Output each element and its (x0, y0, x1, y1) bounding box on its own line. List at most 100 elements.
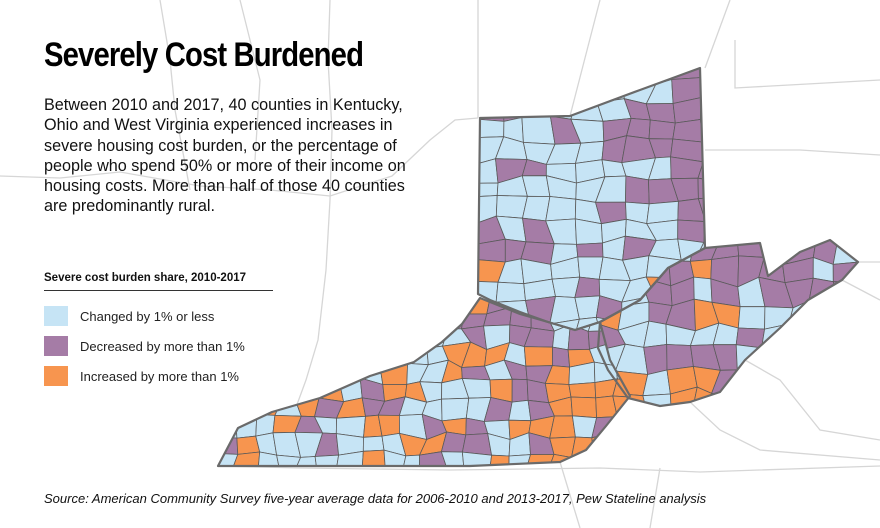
county (498, 75, 529, 105)
county (317, 341, 343, 368)
county (495, 281, 526, 303)
legend-item-changed: Changed by 1% or less (44, 306, 214, 326)
legend-item-increased: Increased by more than 1% (44, 366, 239, 386)
county (478, 78, 504, 101)
county (862, 302, 880, 327)
county (837, 301, 858, 329)
county (338, 366, 362, 380)
county (855, 260, 858, 283)
county (315, 298, 340, 309)
county (322, 362, 343, 383)
county (258, 298, 275, 311)
county (545, 196, 577, 222)
county (478, 68, 502, 83)
county (741, 386, 762, 406)
state-borders (216, 66, 860, 468)
county (400, 298, 424, 315)
county (337, 348, 362, 368)
county (250, 379, 282, 404)
county (689, 259, 713, 280)
county (273, 359, 301, 384)
county (377, 414, 400, 437)
county (571, 457, 595, 466)
county (335, 450, 364, 466)
legend-label-changed: Changed by 1% or less (80, 308, 215, 324)
county (218, 452, 239, 466)
county (401, 454, 421, 466)
county (521, 97, 551, 118)
county (461, 433, 493, 456)
county (440, 451, 465, 466)
county (577, 256, 604, 280)
county (441, 397, 470, 422)
county (699, 97, 705, 120)
county (360, 348, 384, 368)
county (701, 68, 705, 80)
county (218, 305, 234, 332)
county (699, 117, 705, 143)
county (703, 219, 705, 243)
county (855, 276, 858, 304)
county (317, 324, 339, 350)
county (832, 261, 858, 283)
county (697, 160, 705, 184)
county (546, 68, 579, 79)
county (405, 347, 429, 366)
county (599, 68, 627, 81)
county (576, 242, 604, 258)
county (615, 416, 630, 439)
page-title: Severely Cost Burdened (44, 36, 364, 74)
county (521, 115, 556, 145)
county (314, 454, 340, 466)
county (677, 198, 705, 223)
county (574, 276, 601, 298)
county (761, 240, 788, 266)
county (294, 341, 325, 364)
county (400, 306, 424, 333)
county (855, 320, 858, 350)
county (521, 75, 552, 105)
county (276, 323, 304, 349)
description-text: Between 2010 and 2017, 40 counties in Ke… (44, 96, 406, 216)
county (572, 68, 603, 81)
county (511, 378, 529, 403)
county (294, 381, 324, 399)
county (596, 75, 625, 103)
county (857, 370, 858, 389)
county (231, 305, 260, 328)
county (666, 344, 694, 371)
county (293, 323, 319, 349)
county (700, 76, 705, 102)
county (643, 344, 668, 375)
county (551, 346, 571, 368)
county (808, 372, 839, 397)
county (444, 298, 465, 315)
county (280, 346, 301, 363)
county (549, 76, 579, 99)
county (589, 454, 618, 466)
county (418, 298, 446, 313)
county (360, 325, 384, 350)
county (337, 324, 362, 350)
county (218, 383, 241, 404)
county (419, 451, 449, 466)
county (419, 306, 449, 330)
county (863, 388, 880, 414)
county (790, 389, 815, 406)
county (356, 298, 378, 309)
legend-swatch-increased (44, 366, 68, 386)
county (736, 365, 762, 398)
county (230, 451, 261, 466)
county (252, 326, 282, 348)
county (669, 386, 698, 406)
county (336, 298, 363, 309)
county (523, 346, 554, 367)
legend-label-decreased: Decreased by more than 1% (80, 338, 245, 354)
county (379, 362, 409, 385)
county (576, 76, 603, 103)
county (570, 396, 598, 419)
county (642, 393, 672, 406)
county (672, 119, 704, 143)
county (808, 344, 839, 375)
county (257, 359, 282, 384)
